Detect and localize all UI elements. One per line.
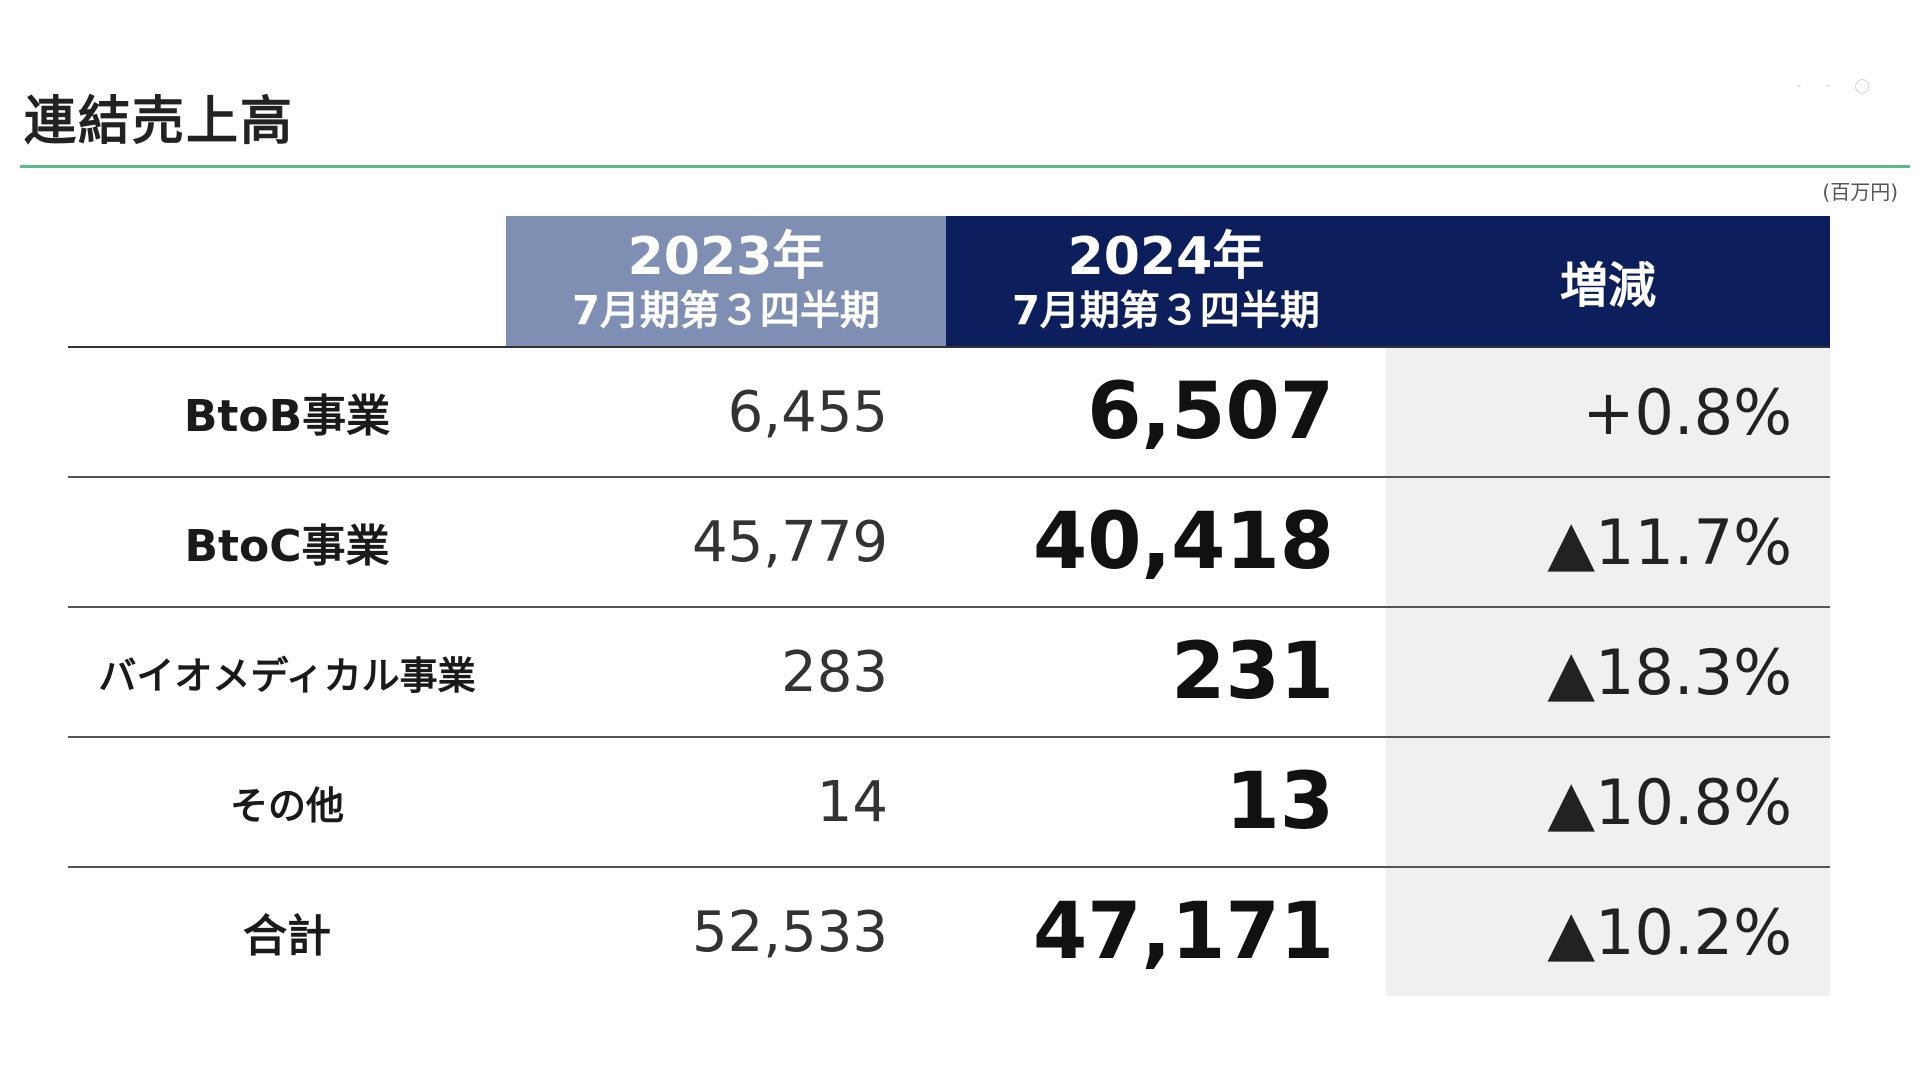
value-2024: 6,507	[1087, 367, 1334, 457]
change-value: ▲10.2%	[1386, 868, 1830, 996]
title-divider	[20, 165, 1910, 168]
table-row: バイオメディカル事業 283 231 ▲18.3%	[68, 606, 1830, 736]
header-blank-cell	[68, 216, 506, 346]
table-header-row: 2023年 7月期第３四半期 2024年 7月期第３四半期 増減	[68, 216, 1830, 346]
value-2024: 40,418	[1033, 497, 1334, 587]
change-value: ▲18.3%	[1386, 608, 1830, 736]
row-label: 合計	[243, 911, 331, 962]
row-label: BtoB事業	[183, 391, 391, 442]
value-2024: 13	[1225, 757, 1334, 847]
change-value: ▲11.7%	[1386, 478, 1830, 606]
table-row-total: 合計 52,533 47,171 ▲10.2%	[68, 866, 1830, 996]
change-value: ▲10.8%	[1386, 738, 1830, 866]
table-row: その他 14 13 ▲10.8%	[68, 736, 1830, 866]
header-change: 増減	[1386, 216, 1830, 346]
header-2024-period: 7月期第３四半期	[1012, 288, 1320, 334]
table-row: BtoB事業 6,455 6,507 +0.8%	[68, 346, 1830, 476]
row-label: バイオメディカル事業	[98, 653, 476, 698]
value-2024: 47,171	[1033, 887, 1334, 977]
row-label: その他	[229, 783, 344, 828]
value-2023: 45,779	[692, 509, 888, 575]
value-2023: 283	[781, 639, 888, 705]
header-2023-period: 7月期第３四半期	[572, 288, 880, 334]
value-2024: 231	[1171, 627, 1334, 717]
page-title: 連結売上高	[24, 92, 295, 152]
sales-table: 2023年 7月期第３四半期 2024年 7月期第３四半期 増減 BtoB事業 …	[68, 216, 1830, 996]
header-2024: 2024年 7月期第３四半期	[946, 216, 1386, 346]
header-2023-year: 2023年	[627, 227, 825, 287]
header-2023: 2023年 7月期第３四半期	[506, 216, 946, 346]
value-2023: 52,533	[692, 899, 888, 965]
value-2023: 14	[816, 769, 888, 835]
change-value: +0.8%	[1386, 348, 1830, 476]
unit-note: (百万円)	[1822, 180, 1898, 204]
row-label: BtoC事業	[184, 521, 390, 572]
header-2024-year: 2024年	[1067, 227, 1265, 287]
table-row: BtoC事業 45,779 40,418 ▲11.7%	[68, 476, 1830, 606]
value-2023: 6,455	[727, 379, 888, 445]
corner-logo-icon: ‐‐◯	[1796, 78, 1894, 94]
